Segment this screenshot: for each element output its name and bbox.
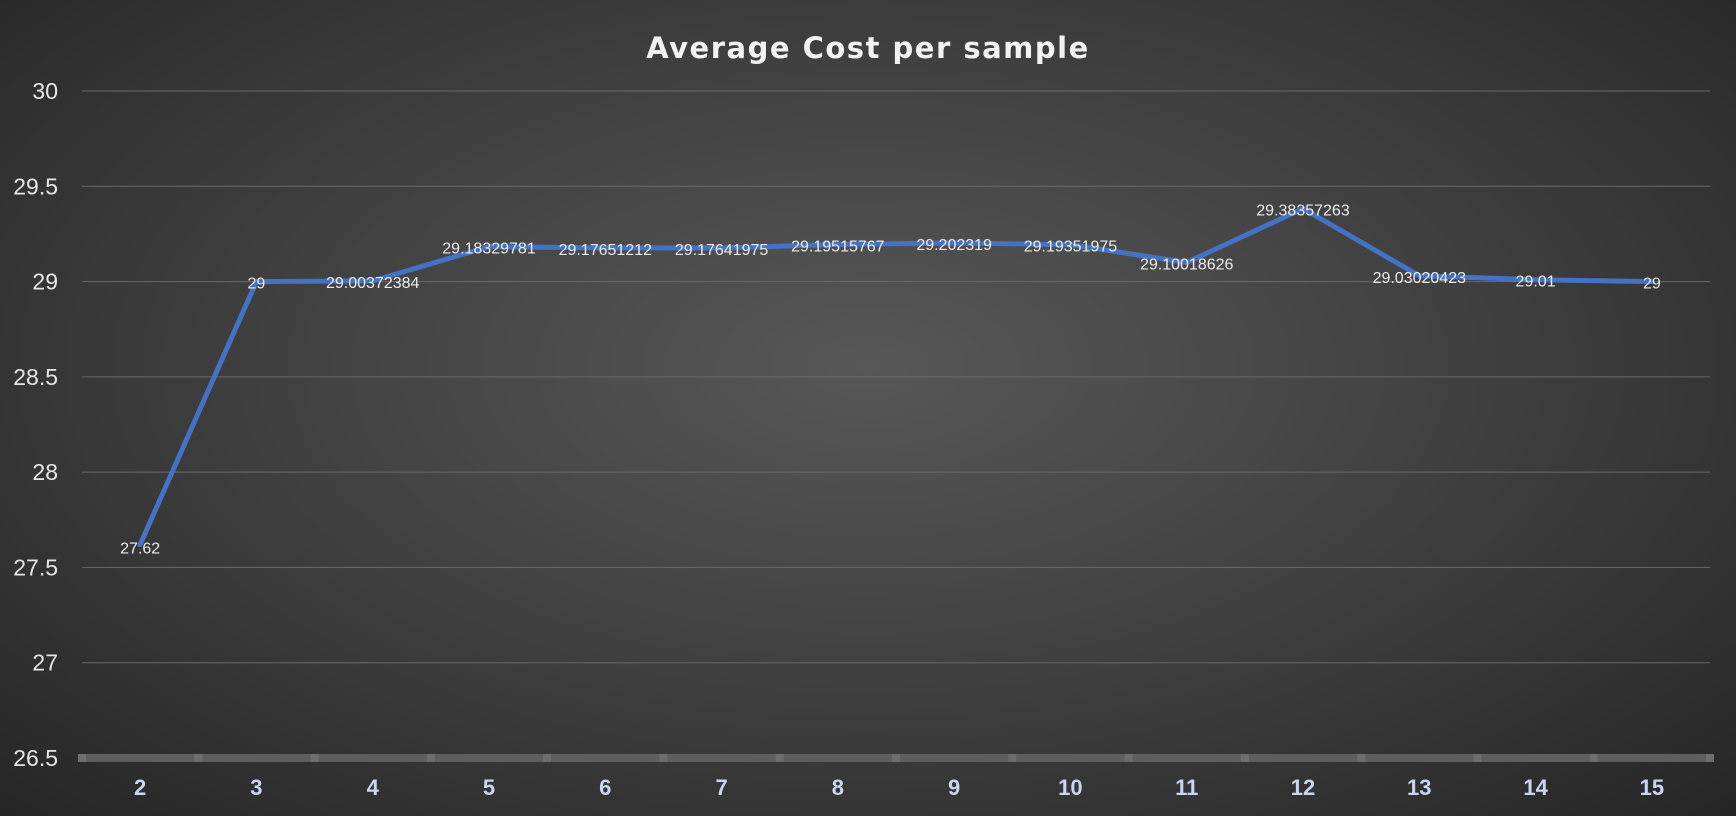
data-label: 27.62: [120, 541, 160, 558]
x-tick-label: 15: [1640, 775, 1664, 800]
data-label: 29: [248, 276, 266, 293]
y-tick-label: 28.5: [13, 364, 58, 390]
x-tick-label: 12: [1291, 775, 1315, 800]
data-point: [602, 245, 608, 251]
data-label: 29.202319: [916, 237, 992, 254]
data-label: 29.19515767: [791, 238, 885, 255]
y-tick-label: 26.5: [13, 745, 58, 771]
data-point: [951, 240, 957, 246]
x-tick-label: 14: [1523, 775, 1548, 800]
data-point: [1067, 242, 1073, 248]
y-tick-label: 29: [32, 269, 58, 295]
data-point: [1184, 259, 1190, 265]
x-tick-label: 2: [134, 775, 146, 800]
x-tick-label: 13: [1407, 775, 1431, 800]
data-label: 29: [1643, 276, 1661, 293]
x-tick-mark: [1589, 754, 1598, 762]
x-tick-mark: [426, 754, 435, 762]
x-tick-mark: [1357, 754, 1366, 762]
data-label: 29.00372384: [326, 275, 420, 292]
x-tick-mark: [892, 754, 900, 762]
chart-title: Average Cost per sample: [646, 31, 1090, 65]
data-point: [1300, 205, 1306, 211]
x-tick-label: 7: [715, 775, 727, 800]
x-axis: 2 3 4 5 6 7 8 9 10 11 12 13 14 15: [78, 754, 1714, 800]
data-label: 29.38357263: [1256, 202, 1350, 219]
x-tick-mark: [1706, 754, 1714, 762]
data-label: 29.19351975: [1024, 239, 1118, 256]
y-tick-label: 27.5: [13, 554, 58, 580]
y-tick-label: 30: [32, 78, 58, 104]
x-tick-mark: [1240, 754, 1249, 762]
x-tick-label: 3: [250, 775, 262, 800]
x-tick-mark: [1124, 754, 1133, 762]
data-label: 29.03020423: [1373, 270, 1467, 287]
x-tick-mark: [659, 754, 668, 762]
x-tick-mark: [78, 754, 86, 762]
data-point: [137, 542, 143, 548]
data-point: [1649, 279, 1655, 285]
data-point: [835, 241, 841, 247]
x-tick-label: 10: [1058, 775, 1082, 800]
data-label: 29.10018626: [1140, 256, 1234, 273]
y-tick-label: 28: [32, 459, 58, 485]
series-layer: [137, 205, 1655, 548]
data-point: [719, 245, 725, 251]
data-labels: 27.62 29 29.00372384 29.18329781 29.17651212…: [120, 202, 1661, 557]
y-tick-label: 29.5: [13, 173, 58, 199]
data-point: [253, 279, 259, 285]
gridlines: [82, 90, 1710, 664]
data-label: 29.18329781: [442, 241, 536, 258]
x-tick-label: 8: [832, 775, 844, 800]
series-line: [137, 206, 1655, 548]
x-tick-label: 9: [948, 775, 960, 800]
x-tick-mark: [1008, 754, 1017, 762]
x-tick-mark: [543, 754, 552, 762]
data-point: [1533, 277, 1539, 283]
data-label: 29.17641975: [675, 242, 769, 259]
x-tick-mark: [310, 754, 319, 762]
data-label: 29.01: [1516, 274, 1556, 291]
x-tick-label: 4: [367, 775, 380, 800]
data-label: 29.17651212: [559, 242, 653, 259]
data-point: [486, 244, 492, 250]
x-tick-mark: [194, 754, 203, 762]
x-tick-mark: [1473, 754, 1482, 762]
x-tick-label: 5: [483, 775, 495, 800]
data-point: [1416, 273, 1422, 279]
y-axis: 26.5 27 27.5 28 28.5 29 29.5 30: [13, 78, 58, 771]
x-tick-label: 6: [599, 775, 611, 800]
x-tick-label: 11: [1175, 775, 1198, 800]
y-tick-label: 27: [32, 650, 58, 676]
x-tick-mark: [775, 754, 784, 762]
data-point: [370, 278, 376, 284]
